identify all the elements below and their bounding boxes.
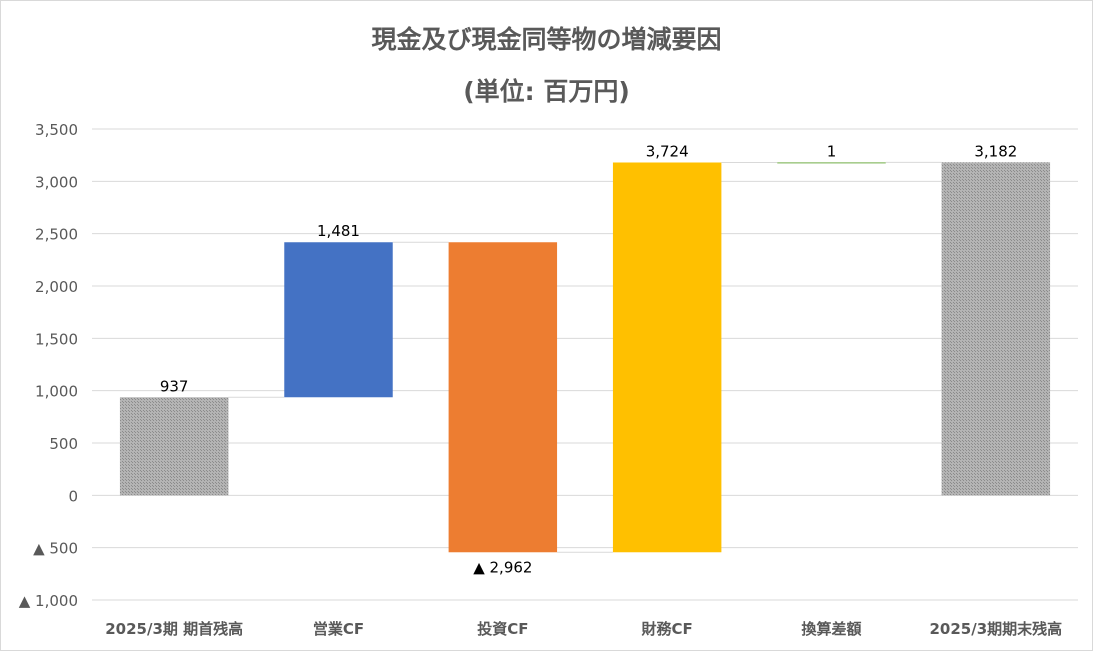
- chart-title: 現金及び現金同等物の増減要因: [371, 25, 722, 54]
- y-tick-label: 500: [49, 435, 78, 453]
- x-category-label: 営業CF: [313, 620, 364, 638]
- data-label: 1,481: [317, 222, 360, 240]
- bar-5: [777, 162, 886, 164]
- y-tick-label: ▲ 1,000: [19, 592, 78, 610]
- y-tick-label: 2,000: [35, 278, 78, 296]
- y-tick-label: ▲ 500: [33, 540, 78, 558]
- data-label: ▲ 2,962: [473, 558, 532, 576]
- data-label: 3,182: [974, 142, 1017, 160]
- bars: [119, 162, 1051, 553]
- y-tick-label: 0: [68, 487, 78, 505]
- x-axis-category-labels: 2025/3期 期首残高 営業CF 投資CF 財務CF 換算差額 2025/3期期末残高: [105, 620, 1062, 638]
- data-labels: 937 1,481 ▲ 2,962 3,724 1 3,182: [160, 142, 1017, 576]
- x-category-label: 財務CF: [641, 620, 693, 638]
- y-tick-label: 1,000: [35, 383, 78, 401]
- chart-subtitle: (単位: 百万円): [463, 77, 630, 106]
- bar-3: [448, 242, 558, 553]
- bar-2: [284, 242, 393, 398]
- data-label: 1: [827, 142, 837, 160]
- y-axis-tick-labels: ▲ 1,000 ▲ 500 0 500 1,000 1,500 2,000 2,500 3,00…: [19, 121, 78, 610]
- gridlines: [92, 128, 1078, 601]
- y-tick-label: 3,500: [35, 121, 78, 139]
- bar-6: [941, 162, 1051, 496]
- bar-4: [612, 162, 722, 553]
- data-label: 937: [160, 377, 189, 395]
- y-tick-label: 2,500: [35, 226, 78, 244]
- data-label: 3,724: [646, 142, 689, 160]
- y-tick-label: 3,000: [35, 173, 78, 191]
- x-category-label: 2025/3期 期首残高: [105, 620, 243, 638]
- x-category-label: 投資CF: [477, 620, 528, 638]
- connector-lines: [228, 161, 942, 553]
- x-category-label: 2025/3期期末残高: [929, 620, 1062, 638]
- bar-1: [119, 397, 229, 496]
- y-tick-label: 1,500: [35, 330, 78, 348]
- x-category-label: 換算差額: [801, 620, 861, 638]
